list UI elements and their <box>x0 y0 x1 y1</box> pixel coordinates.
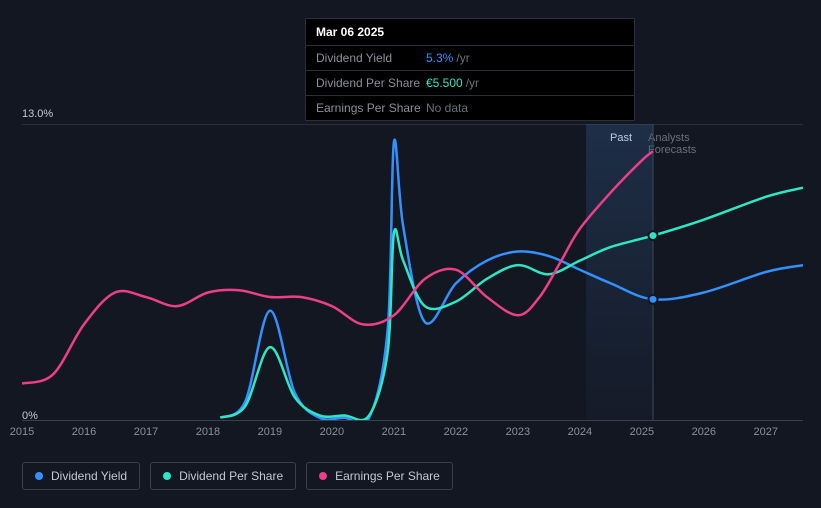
chart-baseline <box>22 420 803 421</box>
x-axis-tick: 2018 <box>196 426 220 438</box>
x-axis-tick: 2017 <box>134 426 158 438</box>
chart-legend: Dividend Yield Dividend Per Share Earnings… <box>22 462 453 490</box>
chart-tooltip: Mar 06 2025 Dividend Yield5.3%/yrDividen… <box>305 18 635 121</box>
legend-item[interactable]: Dividend Per Share <box>150 462 296 490</box>
x-axis-tick: 2019 <box>258 426 282 438</box>
legend-item[interactable]: Dividend Yield <box>22 462 140 490</box>
x-axis-tick: 2015 <box>10 426 34 438</box>
tooltip-row-label: Earnings Per Share <box>316 101 426 115</box>
tooltip-row-value: €5.500/yr <box>426 76 479 90</box>
x-axis-tick: 2023 <box>506 426 530 438</box>
tooltip-row-value: 5.3%/yr <box>426 51 470 65</box>
series-line <box>22 151 653 383</box>
legend-label: Earnings Per Share <box>335 469 440 483</box>
x-axis-tick: 2025 <box>630 426 654 438</box>
chart-plot-area <box>22 124 803 420</box>
tooltip-row: Dividend Per Share€5.500/yr <box>306 71 634 96</box>
legend-dot-icon <box>35 472 43 480</box>
tooltip-row-label: Dividend Per Share <box>316 76 426 90</box>
x-axis-tick: 2020 <box>320 426 344 438</box>
series-marker-dot <box>648 231 657 240</box>
y-axis-max-label: 13.0% <box>22 108 53 120</box>
tooltip-row-value: No data <box>426 101 468 115</box>
series-line <box>220 188 803 420</box>
tooltip-row: Earnings Per ShareNo data <box>306 96 634 120</box>
tooltip-row-label: Dividend Yield <box>316 51 426 65</box>
x-axis-tick: 2022 <box>444 426 468 438</box>
x-axis-tick: 2021 <box>382 426 406 438</box>
x-axis-tick: 2024 <box>568 426 592 438</box>
x-axis-tick: 2016 <box>72 426 96 438</box>
x-axis-tick: 2027 <box>754 426 778 438</box>
legend-item[interactable]: Earnings Per Share <box>306 462 453 490</box>
legend-label: Dividend Yield <box>51 469 127 483</box>
series-marker-dot <box>648 295 657 304</box>
tooltip-date: Mar 06 2025 <box>306 19 634 46</box>
legend-label: Dividend Per Share <box>179 469 283 483</box>
series-line <box>220 140 803 420</box>
legend-dot-icon <box>319 472 327 480</box>
legend-dot-icon <box>163 472 171 480</box>
tooltip-row: Dividend Yield5.3%/yr <box>306 46 634 71</box>
x-axis-tick: 2026 <box>692 426 716 438</box>
